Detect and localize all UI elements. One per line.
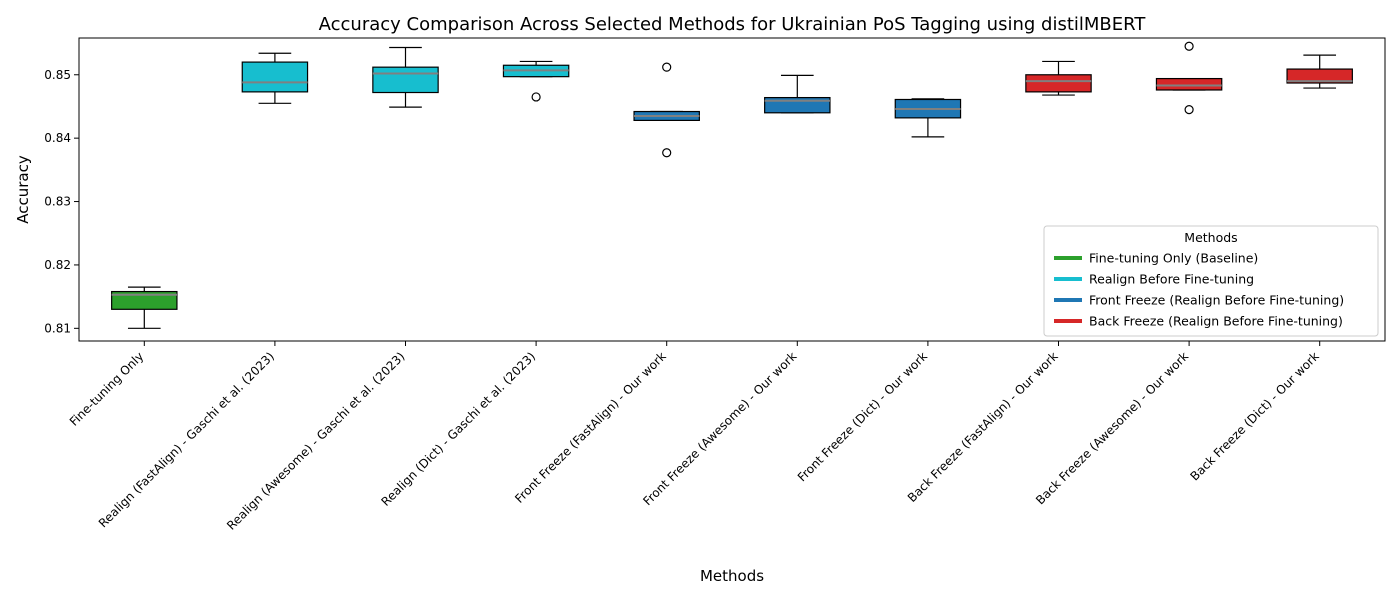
x-tick-label: Front Freeze (Awesome) - Our work — [640, 349, 799, 508]
x-tick-label: Back Freeze (Dict) - Our work — [1188, 349, 1322, 483]
box — [241, 61, 309, 93]
y-tick-label: 0.83 — [44, 195, 71, 209]
box — [111, 290, 178, 310]
box-group — [1286, 54, 1353, 89]
x-tick-label: Realign (Dict) - Gaschi et al. (2023) — [379, 349, 539, 509]
legend-entry: Realign Before Fine-tuning — [1089, 272, 1254, 287]
box-group — [894, 98, 962, 138]
box-group — [111, 286, 178, 329]
x-axis-label: Methods — [700, 567, 764, 585]
box-group — [241, 52, 309, 104]
x-tick-label: Back Freeze (Awesome) - Our work — [1033, 349, 1191, 507]
box-group — [1025, 60, 1092, 96]
box-group — [372, 46, 439, 108]
legend-title: Methods — [1184, 230, 1237, 245]
box — [1286, 68, 1353, 84]
legend-entry: Fine-tuning Only (Baseline) — [1089, 251, 1258, 266]
y-axis-label: Accuracy — [14, 155, 32, 224]
y-tick-label: 0.82 — [44, 258, 71, 272]
box-group — [633, 62, 700, 158]
legend-entry: Front Freeze (Realign Before Fine-tuning… — [1089, 293, 1344, 308]
box — [1025, 74, 1092, 93]
legend-frame — [1043, 225, 1379, 337]
outlier-point — [1184, 41, 1194, 51]
x-tick-label: Front Freeze (FastAlign) - Our work — [512, 349, 669, 506]
outlier-point — [662, 148, 672, 158]
outlier-point — [662, 62, 672, 72]
outlier-point — [531, 92, 541, 102]
box — [1155, 77, 1223, 91]
box-group — [1155, 41, 1223, 115]
box — [372, 66, 439, 94]
y-tick-label: 0.85 — [44, 68, 71, 82]
box-group — [764, 74, 831, 114]
legend: Methods Fine-tuning Only (Baseline) Realig… — [1043, 225, 1379, 337]
x-tick-label: Front Freeze (Dict) - Our work — [795, 349, 930, 484]
y-tick-label: 0.84 — [44, 131, 71, 145]
y-tick-label: 0.81 — [44, 321, 71, 335]
chart-title: Accuracy Comparison Across Selected Meth… — [319, 14, 1147, 35]
plot-area-frame — [78, 37, 1386, 342]
x-tick-label: Fine-tuning Only — [67, 349, 147, 429]
legend-entry: Back Freeze (Realign Before Fine-tuning) — [1089, 314, 1343, 329]
outlier-point — [1184, 105, 1194, 115]
box-group — [502, 60, 570, 102]
x-tick-label: Back Freeze (FastAlign) - Our work — [905, 349, 1061, 505]
